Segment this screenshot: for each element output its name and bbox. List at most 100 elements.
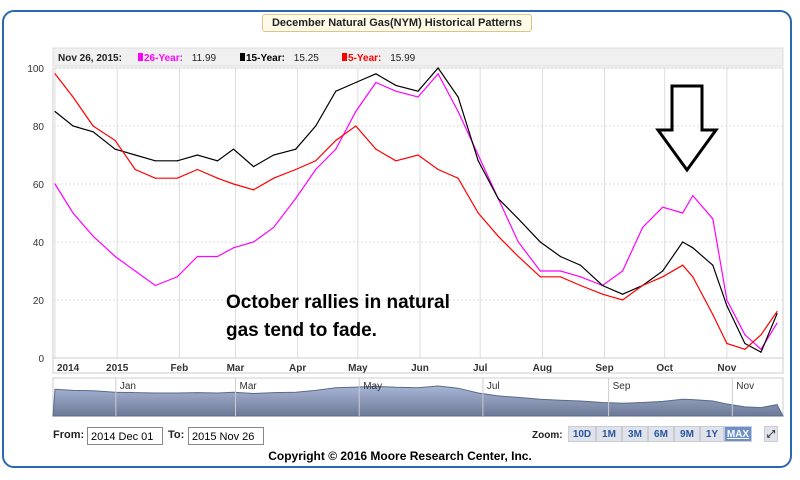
annotation-text: October rallies in natural: [226, 292, 450, 313]
data-point: [232, 183, 235, 185]
x-axis-band: [52, 357, 784, 374]
zoom-button-1M[interactable]: 1M: [596, 426, 622, 442]
legend-name: 26-Year:: [144, 53, 183, 64]
data-point: [579, 284, 582, 287]
data-point: [662, 276, 664, 278]
to-date-input[interactable]: 2015 Nov 26: [188, 427, 264, 445]
data-point: [712, 313, 714, 316]
data-point: [315, 160, 317, 162]
data-point: [54, 73, 56, 75]
data-point: [72, 125, 74, 127]
data-point: [273, 154, 275, 156]
data-point: [726, 299, 728, 301]
data-point: [601, 284, 604, 287]
data-point: [621, 270, 624, 272]
data-point: [760, 334, 762, 336]
y-tick-label: 100: [27, 64, 44, 75]
zoom-button-10D[interactable]: 10D: [568, 426, 596, 442]
data-point: [539, 241, 541, 243]
data-point: [295, 168, 297, 171]
data-point: [662, 270, 664, 272]
legend-bar: [52, 47, 784, 67]
data-point: [692, 247, 694, 249]
data-point: [692, 195, 694, 197]
data-point: [216, 160, 219, 162]
plot-area: [52, 67, 784, 359]
zoom-button-3M[interactable]: 3M: [622, 426, 648, 442]
legend-value: 15.25: [294, 53, 319, 64]
data-point: [457, 177, 459, 179]
y-tick-label: 0: [38, 354, 44, 365]
legend-value: 15.99: [390, 53, 415, 64]
x-tick-label: Oct: [656, 363, 673, 374]
x-tick-label: May: [348, 363, 368, 374]
data-point: [54, 183, 56, 185]
data-point: [457, 96, 459, 98]
data-point: [72, 96, 74, 98]
x-tick-label: Mar: [227, 363, 245, 374]
data-point: [760, 348, 762, 350]
data-point: [196, 255, 198, 258]
to-label: To:: [168, 429, 185, 441]
zoom-button-MAX[interactable]: MAX: [724, 426, 752, 442]
legend-name: 15-Year:: [246, 53, 285, 64]
zoom-button-6M[interactable]: 6M: [648, 426, 674, 442]
data-point: [355, 125, 357, 127]
data-point: [559, 270, 562, 272]
data-point: [134, 154, 136, 156]
data-point: [92, 235, 94, 237]
data-point: [559, 276, 562, 278]
x-tick-label: Nov: [717, 363, 736, 374]
data-point: [497, 235, 499, 237]
data-point: [232, 247, 235, 249]
data-point: [437, 168, 439, 171]
x-tick-label: Sep: [595, 363, 613, 374]
data-point: [92, 125, 94, 127]
data-point: [273, 177, 275, 179]
fullscreen-icon[interactable]: ⤢: [764, 426, 778, 442]
data-point: [621, 293, 624, 295]
data-point: [776, 313, 778, 315]
data-point: [417, 96, 419, 98]
x-tick-label: Apr: [289, 363, 306, 374]
zoom-button-1Y[interactable]: 1Y: [700, 426, 724, 442]
legend-value: 11.99: [192, 53, 217, 64]
down-arrow-icon: [655, 84, 719, 173]
zoom-label: Zoom:: [532, 430, 563, 441]
data-point: [273, 226, 275, 229]
data-point: [744, 334, 746, 336]
data-point: [621, 299, 624, 301]
data-point: [232, 148, 235, 150]
data-point: [539, 276, 541, 278]
data-point: [375, 148, 377, 150]
data-point: [579, 276, 582, 278]
from-date-input[interactable]: 2014 Dec 01: [87, 427, 163, 445]
data-point: [477, 212, 479, 214]
data-point: [760, 351, 762, 353]
data-point: [216, 177, 219, 179]
data-point: [154, 177, 156, 179]
data-point: [134, 270, 136, 272]
data-point: [726, 305, 728, 307]
legend-swatch: [138, 53, 143, 61]
x-tick-label: Jul: [473, 363, 488, 374]
data-point: [92, 131, 94, 133]
data-point: [692, 276, 694, 278]
zoom-button-9M[interactable]: 9M: [674, 426, 700, 442]
data-point: [437, 67, 439, 69]
data-point: [682, 264, 684, 266]
data-point: [517, 218, 519, 220]
data-point: [315, 168, 317, 171]
data-point: [355, 110, 357, 113]
data-point: [295, 148, 297, 150]
x-tick-label: Feb: [170, 363, 188, 374]
x-tick-label: Jun: [411, 363, 429, 374]
data-point: [54, 110, 56, 113]
data-point: [712, 264, 714, 266]
data-point: [252, 166, 255, 168]
data-point: [457, 110, 459, 113]
data-point: [335, 139, 337, 142]
data-point: [579, 264, 582, 266]
data-point: [682, 212, 684, 214]
data-point: [196, 154, 198, 156]
